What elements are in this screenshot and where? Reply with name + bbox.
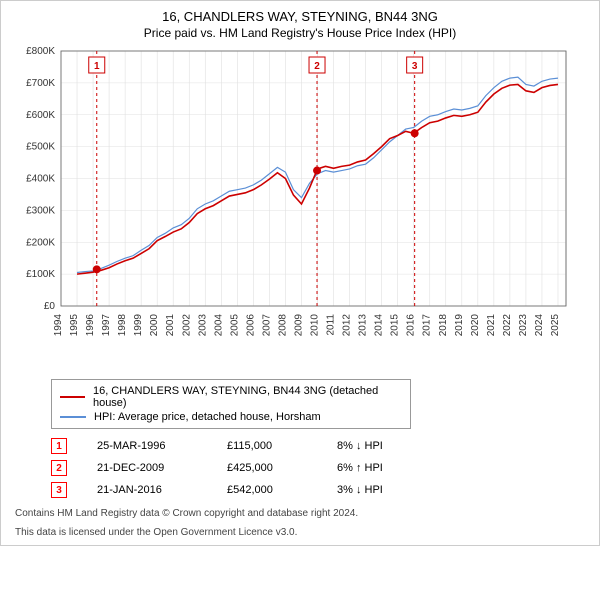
svg-text:1999: 1999	[133, 314, 144, 337]
svg-text:£0: £0	[44, 301, 56, 312]
svg-text:2000: 2000	[149, 314, 160, 337]
sale-delta: 6% ↑ HPI	[337, 462, 417, 474]
chart-subtitle: Price paid vs. HM Land Registry's House …	[11, 26, 589, 40]
svg-text:2002: 2002	[181, 314, 192, 337]
svg-text:2019: 2019	[454, 314, 465, 337]
sale-date: 21-DEC-2009	[97, 462, 197, 474]
svg-text:2020: 2020	[470, 314, 481, 337]
svg-text:2009: 2009	[293, 314, 304, 337]
svg-text:£300K: £300K	[26, 205, 55, 216]
sales-row: 1 25-MAR-1996 £115,000 8% ↓ HPI	[51, 435, 589, 457]
svg-text:1: 1	[94, 61, 100, 72]
sale-date: 25-MAR-1996	[97, 440, 197, 452]
svg-text:£500K: £500K	[26, 142, 55, 153]
footnote-copyright: Contains HM Land Registry data © Crown c…	[15, 507, 589, 520]
svg-text:2: 2	[314, 61, 320, 72]
sale-price: £542,000	[227, 484, 307, 496]
svg-text:1995: 1995	[69, 314, 80, 337]
sales-table: 1 25-MAR-1996 £115,000 8% ↓ HPI 2 21-DEC-2009…	[51, 435, 589, 501]
svg-text:3: 3	[412, 61, 418, 72]
chart-container: 16, CHANDLERS WAY, STEYNING, BN44 3NG Pr…	[0, 0, 600, 546]
svg-text:2007: 2007	[261, 314, 272, 337]
svg-text:2005: 2005	[229, 314, 240, 337]
svg-text:£800K: £800K	[26, 46, 55, 57]
svg-text:£200K: £200K	[26, 237, 55, 248]
svg-text:2012: 2012	[342, 314, 353, 337]
svg-text:2006: 2006	[245, 314, 256, 337]
legend-label: 16, CHANDLERS WAY, STEYNING, BN44 3NG (d…	[93, 385, 402, 409]
sales-row: 2 21-DEC-2009 £425,000 6% ↑ HPI	[51, 457, 589, 479]
legend-line	[60, 396, 85, 398]
svg-text:1994: 1994	[53, 314, 64, 337]
sales-row: 3 21-JAN-2016 £542,000 3% ↓ HPI	[51, 479, 589, 501]
legend-item: 16, CHANDLERS WAY, STEYNING, BN44 3NG (d…	[60, 384, 402, 410]
legend-item: HPI: Average price, detached house, Hors…	[60, 410, 402, 424]
svg-text:1998: 1998	[117, 314, 128, 337]
svg-text:2025: 2025	[550, 314, 561, 337]
chart-title-address: 16, CHANDLERS WAY, STEYNING, BN44 3NG	[11, 9, 589, 24]
svg-text:2021: 2021	[486, 314, 497, 337]
svg-text:2016: 2016	[406, 314, 417, 337]
sale-marker: 2	[51, 460, 67, 476]
sale-marker: 1	[51, 438, 67, 454]
svg-text:2010: 2010	[310, 314, 321, 337]
svg-text:2004: 2004	[213, 314, 224, 337]
svg-text:2022: 2022	[502, 314, 513, 337]
svg-text:£400K: £400K	[26, 174, 55, 185]
svg-text:2015: 2015	[390, 314, 401, 337]
svg-text:£100K: £100K	[26, 269, 55, 280]
svg-text:2014: 2014	[374, 314, 385, 337]
svg-text:2001: 2001	[165, 314, 176, 337]
line-chart-svg: £0 £100K £200K £300K £400K £500K £600K £700K £80…	[11, 46, 571, 366]
svg-text:1996: 1996	[85, 314, 96, 337]
svg-text:2017: 2017	[422, 314, 433, 337]
sale-marker: 3	[51, 482, 67, 498]
svg-text:2013: 2013	[358, 314, 369, 337]
sale-delta: 8% ↓ HPI	[337, 440, 417, 452]
svg-text:£700K: £700K	[26, 78, 55, 89]
sale-price: £115,000	[227, 440, 307, 452]
svg-text:2003: 2003	[197, 314, 208, 337]
sale-price: £425,000	[227, 462, 307, 474]
chart-plot: £0 £100K £200K £300K £400K £500K £600K £700K £80…	[11, 46, 589, 371]
svg-text:2011: 2011	[326, 314, 337, 336]
svg-text:2018: 2018	[438, 314, 449, 337]
sale-delta: 3% ↓ HPI	[337, 484, 417, 496]
svg-text:£600K: £600K	[26, 110, 55, 121]
svg-text:2008: 2008	[277, 314, 288, 337]
svg-text:2023: 2023	[518, 314, 529, 337]
legend: 16, CHANDLERS WAY, STEYNING, BN44 3NG (d…	[51, 379, 411, 429]
svg-text:1997: 1997	[101, 314, 112, 337]
svg-text:2024: 2024	[534, 314, 545, 337]
sale-date: 21-JAN-2016	[97, 484, 197, 496]
legend-label: HPI: Average price, detached house, Hors…	[94, 411, 321, 423]
footnote-licence: This data is licensed under the Open Gov…	[15, 526, 589, 539]
legend-line	[60, 416, 86, 418]
